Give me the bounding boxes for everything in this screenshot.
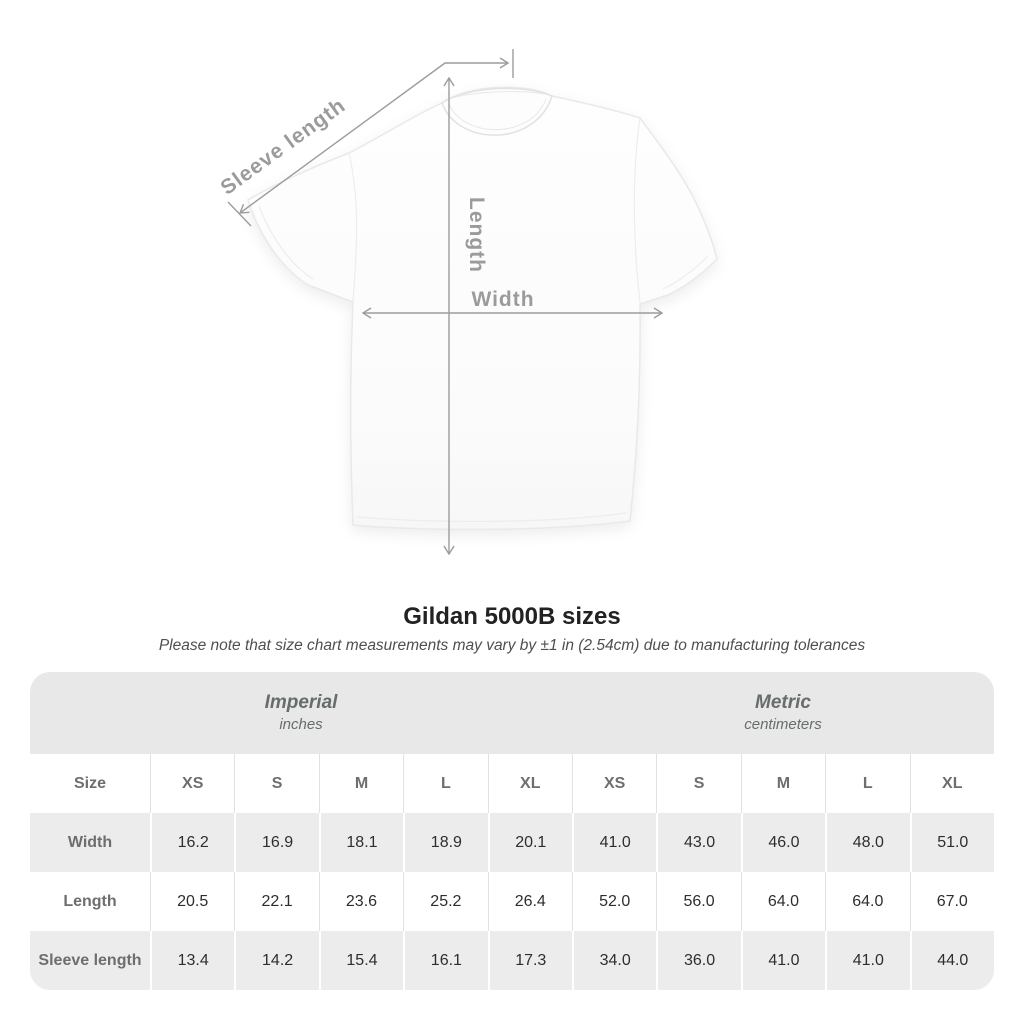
imperial-size-m: M [318,754,403,813]
width-metric-l: 48.0 [825,813,909,872]
measurements-table: Size XS S M L XL XS S M L XL Width 16.2 … [30,754,994,990]
size-header-label: Size [73,774,106,792]
metric-size-xl: XL [909,754,994,813]
table-row-length: Length 20.5 22.1 23.6 25.2 26.4 52.0 56.… [30,872,994,931]
width-metric-xl: 51.0 [909,813,994,872]
imperial-size-xs: XS [150,754,234,813]
metric-size-xs: XS [571,754,656,813]
sleeve-metric-s: 36.0 [656,931,740,990]
width-metric-s: 43.0 [656,813,740,872]
tshirt-diagram: Sleeve length Length Width [216,49,718,556]
metric-size-m: M [740,754,825,813]
unit-band: Imperial inches Metric centimeters [30,672,994,754]
measurement-arrows [227,49,664,556]
width-imperial-s: 16.9 [234,813,318,872]
row-label: Length [63,892,117,910]
length-metric-s: 56.0 [656,872,740,931]
imperial-sublabel: inches [279,716,323,733]
length-imperial-xs: 20.5 [150,872,234,931]
tolerance-note: Please note that size chart measurements… [158,637,866,654]
length-label: Length [465,197,488,273]
width-imperial-l: 18.9 [403,813,487,872]
length-metric-xs: 52.0 [571,872,656,931]
length-imperial-m: 23.6 [318,872,403,931]
metric-size-l: L [825,754,909,813]
sleeve-imperial-xl: 17.3 [487,931,572,990]
sleeve-end-tick [227,201,252,227]
length-imperial-xl: 26.4 [487,872,572,931]
width-imperial-m: 18.1 [318,813,403,872]
metric-sublabel: centimeters [744,716,822,733]
metric-unit-group: Metric centimeters [572,672,994,754]
length-metric-m: 64.0 [740,872,825,931]
imperial-size-xl: XL [487,754,572,813]
title-block: Gildan 5000B sizes Please note that size… [0,602,1024,657]
width-metric-xs: 41.0 [571,813,656,872]
table-row-sleeve-length: Sleeve length 13.4 14.2 15.4 16.1 17.3 3… [30,931,994,990]
row-label: Sleeve length [38,951,142,969]
sleeve-imperial-xs: 13.4 [150,931,234,990]
width-metric-m: 46.0 [740,813,825,872]
page-title: Gildan 5000B sizes [403,603,621,630]
sleeve-length-arrow [238,57,510,214]
imperial-size-s: S [234,754,318,813]
length-metric-xl: 67.0 [909,872,994,931]
sleeve-imperial-s: 14.2 [234,931,318,990]
length-metric-l: 64.0 [825,872,909,931]
sleeve-metric-xs: 34.0 [571,931,656,990]
sleeve-imperial-l: 16.1 [403,931,487,990]
table-row-width: Width 16.2 16.9 18.1 18.9 20.1 41.0 43.0… [30,813,994,872]
metric-size-s: S [656,754,740,813]
sleeve-imperial-m: 15.4 [318,931,403,990]
length-imperial-s: 22.1 [234,872,318,931]
imperial-unit-group: Imperial inches [30,672,572,754]
metric-label: Metric [755,692,811,713]
imperial-size-l: L [403,754,487,813]
sleeve-metric-xl: 44.0 [909,931,994,990]
imperial-label: Imperial [264,692,338,713]
size-chart-table: Imperial inches Metric centimeters Size … [30,672,994,990]
width-imperial-xs: 16.2 [150,813,234,872]
size-header-row: Size XS S M L XL XS S M L XL [30,754,994,813]
sleeve-metric-l: 41.0 [825,931,909,990]
sleeve-metric-m: 41.0 [740,931,825,990]
width-label: Width [471,288,534,311]
length-imperial-l: 25.2 [403,872,487,931]
row-label: Width [67,833,113,851]
width-imperial-xl: 20.1 [487,813,572,872]
